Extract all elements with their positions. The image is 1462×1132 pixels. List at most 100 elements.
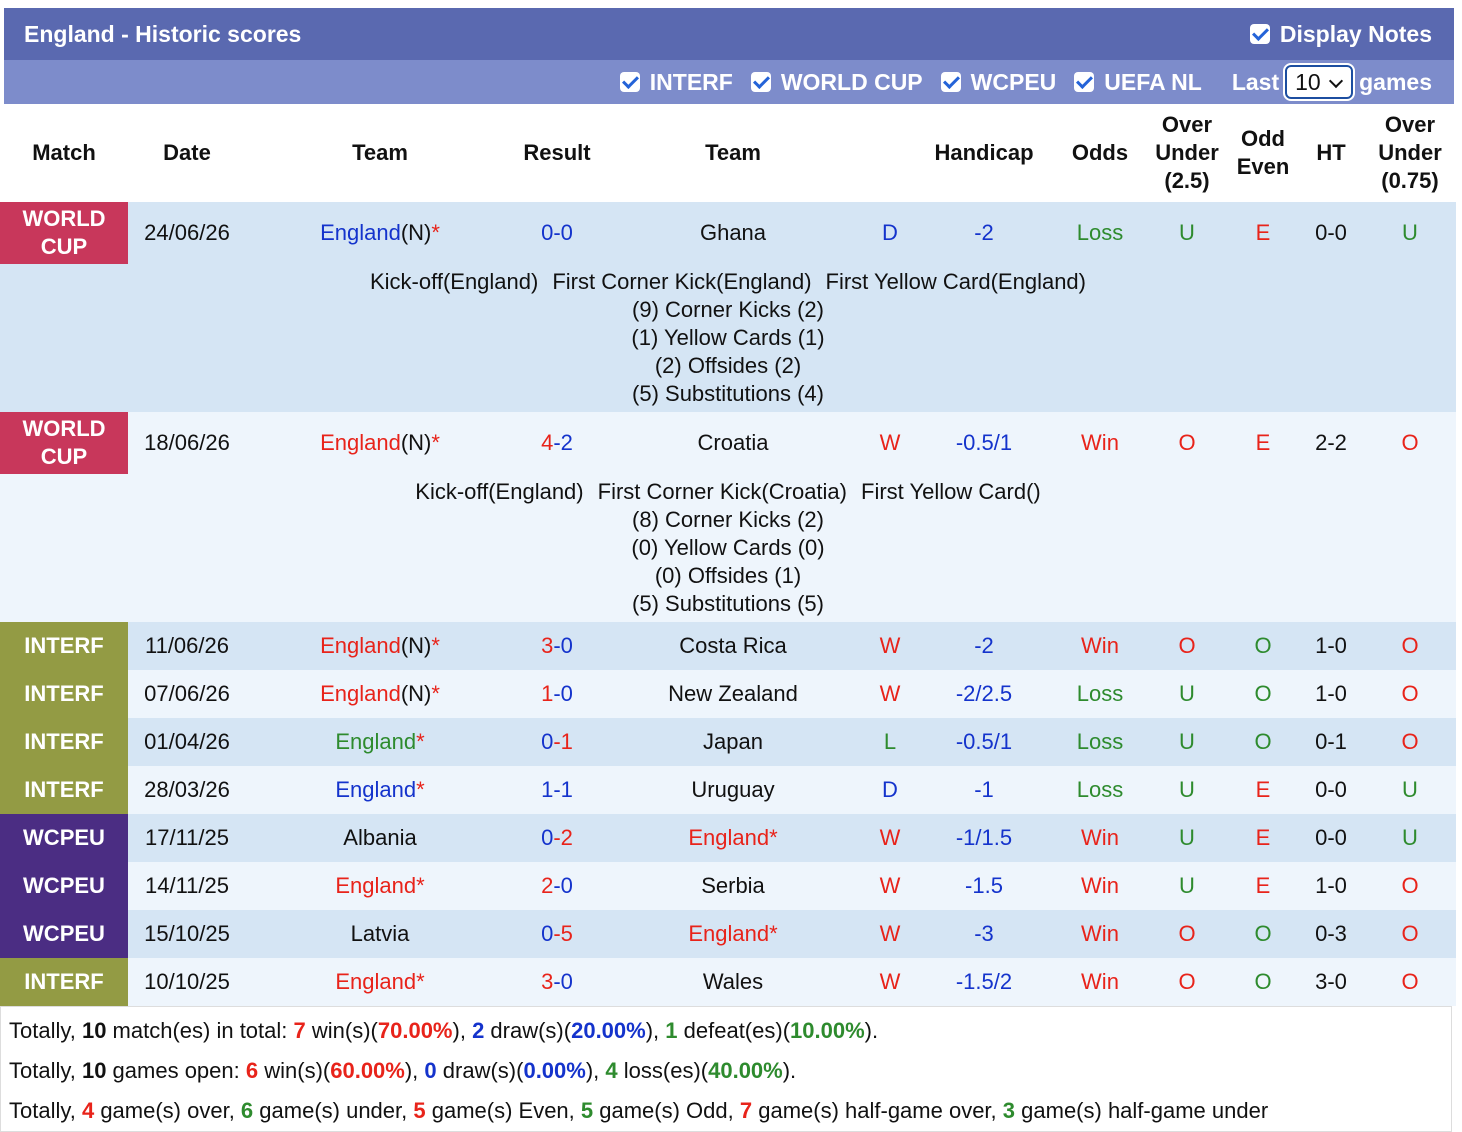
filter[interactable]: WCPEU	[940, 68, 1057, 96]
cell: -2/2.5	[914, 670, 1054, 718]
text-part: Japan	[703, 729, 763, 754]
note-line: (1) Yellow Cards (1)	[631, 325, 825, 350]
cell: -2	[914, 622, 1054, 670]
cell: U	[1146, 862, 1228, 910]
text-part: E	[1255, 777, 1271, 802]
competition: INTERF	[0, 958, 128, 1006]
cell: Loss	[1054, 766, 1146, 814]
display-notes-label[interactable]: Display Notes	[1279, 21, 1432, 47]
cell: O	[1146, 958, 1228, 1006]
note-line: (0) Yellow Cards (0)	[631, 535, 825, 560]
cell: 1-0	[1298, 862, 1364, 910]
summary-part: 0.00%	[523, 1058, 586, 1083]
cell: 0-0	[1298, 814, 1364, 862]
text-part: E	[1255, 430, 1271, 455]
cell: W	[866, 958, 914, 1006]
text-part: Win	[1081, 633, 1119, 658]
summary-part: 40.00%	[708, 1058, 783, 1083]
text-part: W	[879, 681, 901, 706]
cell: U	[1364, 814, 1456, 862]
cell: 1-0	[1298, 622, 1364, 670]
filter[interactable]: WORLD CUP	[750, 68, 923, 96]
cell: U	[1146, 766, 1228, 814]
summary-part: 4	[605, 1058, 618, 1083]
cell: Japan	[600, 718, 866, 766]
filter-label[interactable]: UEFA NL	[1104, 68, 1202, 95]
column-header: Over Under (2.5)	[1155, 112, 1219, 193]
text-part: U	[1179, 873, 1195, 898]
filter-label[interactable]: INTERF	[649, 68, 733, 95]
summary-part: 6	[245, 1058, 259, 1083]
text-part: W	[879, 873, 901, 898]
column-header: Over Under (0.75)	[1378, 112, 1442, 193]
text-part: England	[335, 873, 417, 898]
cell: England(N)*	[246, 670, 514, 718]
text-part: 0	[541, 220, 554, 245]
text-part: *	[769, 825, 778, 850]
checkbox[interactable]	[1249, 24, 1270, 44]
summary-part: draw(s)(	[436, 1058, 524, 1083]
games-label: games	[1359, 68, 1432, 95]
filter[interactable]: INTERF	[619, 68, 733, 96]
text-part: 0	[541, 921, 554, 946]
cell: O	[1364, 910, 1456, 958]
text-part: E	[1255, 873, 1271, 898]
filter-label[interactable]: WORLD CUP	[780, 68, 923, 95]
cell: U	[1146, 670, 1228, 718]
text-part: -5	[553, 921, 573, 946]
cell: U	[1146, 202, 1228, 264]
summary-part: 7	[293, 1018, 306, 1043]
text-part: *	[416, 777, 425, 802]
text-part: 1-0	[1315, 873, 1347, 898]
text-part: *	[431, 430, 440, 455]
text-part: 0-0	[1315, 220, 1347, 245]
cell: O	[1228, 910, 1298, 958]
cell: England*	[246, 766, 514, 814]
filter[interactable]: UEFA NL	[1074, 69, 1202, 96]
cell: 2-2	[1298, 412, 1364, 474]
date: 10/10/25	[128, 958, 246, 1006]
competition: INTERF	[0, 670, 128, 718]
text-part: -0	[553, 681, 573, 706]
competition: WORLD CUP	[0, 202, 128, 264]
note-line: (5) Substitutions (4)	[632, 381, 824, 406]
match-row: WCPEU 14/11/25 England* 2-0 Serbia W -1.5 Win U E…	[0, 862, 1456, 910]
display-notes[interactable]: Display Notes	[1249, 21, 1432, 48]
games-select[interactable]: 10	[1283, 63, 1356, 101]
summary-part: 4	[81, 1098, 95, 1123]
column-header: Date	[163, 140, 211, 165]
note-event: First Yellow Card(England)	[825, 269, 1086, 294]
date: 17/11/25	[128, 814, 246, 862]
header-row: Match Date Team Result Team Handicap Odds Over …	[0, 104, 1456, 202]
column-header: Odd Even	[1236, 126, 1290, 179]
cell: 0-0	[1298, 202, 1364, 264]
checkbox[interactable]	[940, 71, 961, 92]
match-row: INTERF 07/06/26 England(N)* 1-0 New Zealand W…	[0, 670, 1456, 718]
title: England - Historic scores	[24, 21, 302, 47]
summary-line: Totally, 4 game(s) over, 6 game(s) under…	[9, 1091, 1451, 1131]
checkbox[interactable]	[619, 71, 640, 92]
cell: England(N)*	[246, 412, 514, 474]
cell: Croatia	[600, 412, 866, 474]
filter-label[interactable]: WCPEU	[970, 68, 1057, 95]
summary-part: win(s)(	[258, 1058, 331, 1083]
notes: Kick-off(England) First Corner Kick(Engla…	[0, 264, 1456, 412]
checkbox[interactable]	[750, 71, 771, 92]
text-part: U	[1179, 681, 1195, 706]
cell: Serbia	[600, 862, 866, 910]
text-part: *	[431, 633, 440, 658]
cell: W	[866, 862, 914, 910]
text-part: -1	[553, 777, 573, 802]
checkbox[interactable]	[1074, 71, 1095, 92]
cell: 3-0	[1298, 958, 1364, 1006]
text-part: -1	[974, 777, 994, 802]
summary-part: defeat(es)(	[677, 1018, 791, 1043]
text-part: O	[1401, 729, 1419, 754]
summary-part: game(s) Odd,	[593, 1098, 740, 1123]
summary-part: ),	[452, 1018, 473, 1043]
text-part: Win	[1081, 969, 1119, 994]
text-part: Serbia	[701, 873, 765, 898]
text-part: (N)	[400, 681, 432, 706]
text-part: O	[1178, 969, 1196, 994]
text-part: 0	[541, 825, 554, 850]
